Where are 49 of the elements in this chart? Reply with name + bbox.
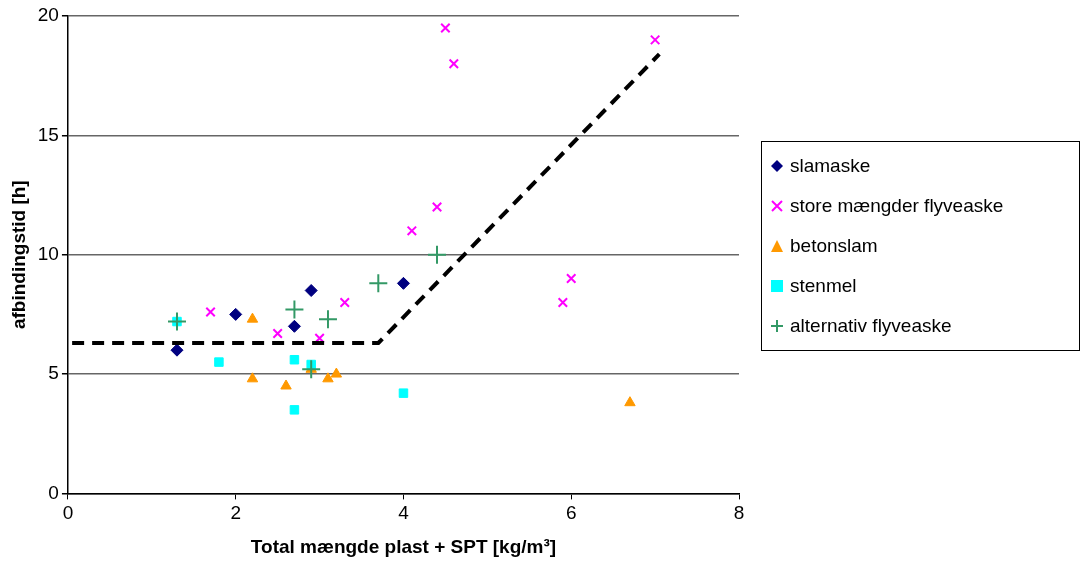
point — [287, 319, 301, 333]
y-tick-label: 15 — [37, 123, 59, 145]
x-tick-label: 6 — [565, 502, 577, 524]
point — [280, 379, 292, 390]
point — [314, 333, 325, 344]
point — [301, 359, 322, 380]
x-axis-title: Total mængde plast + SPT [kg/m³] — [250, 535, 557, 557]
point — [440, 22, 451, 34]
point — [649, 34, 661, 46]
point — [229, 307, 243, 321]
y-tick-label: 5 — [48, 362, 59, 384]
point — [396, 276, 410, 290]
point — [398, 388, 409, 398]
point — [317, 309, 338, 330]
legend-label: store mængder flyveaske — [790, 195, 1004, 217]
point — [205, 306, 216, 318]
legend-label: alternativ flyveaske — [790, 315, 952, 337]
x-tick-label: 4 — [398, 502, 410, 524]
y-tick-label: 20 — [37, 4, 59, 26]
point — [427, 244, 448, 265]
point — [624, 396, 636, 407]
x-tick-label: 0 — [62, 502, 74, 524]
point — [166, 311, 187, 332]
legend-label: stenmel — [790, 275, 857, 297]
point — [339, 297, 350, 308]
x-tick-label: 2 — [230, 502, 241, 524]
point — [448, 58, 460, 69]
point — [289, 405, 300, 415]
y-axis-title: afbindingstid [h] — [7, 180, 29, 330]
legend-label: betonslam — [790, 235, 878, 257]
point — [304, 284, 318, 298]
point — [330, 367, 343, 378]
y-tick-label: 10 — [37, 242, 59, 264]
point — [214, 357, 224, 367]
x-tick-label: 8 — [733, 502, 745, 524]
point — [246, 372, 259, 383]
legend-label: slamaske — [790, 155, 871, 177]
point — [284, 299, 305, 320]
point — [368, 273, 389, 294]
point — [431, 201, 443, 213]
point — [565, 273, 577, 284]
y-tick-label: 0 — [48, 481, 59, 503]
point — [322, 372, 334, 383]
point — [406, 225, 418, 237]
point — [289, 354, 300, 365]
point — [246, 312, 259, 323]
point — [170, 343, 184, 357]
point — [557, 297, 569, 308]
point — [272, 328, 283, 339]
